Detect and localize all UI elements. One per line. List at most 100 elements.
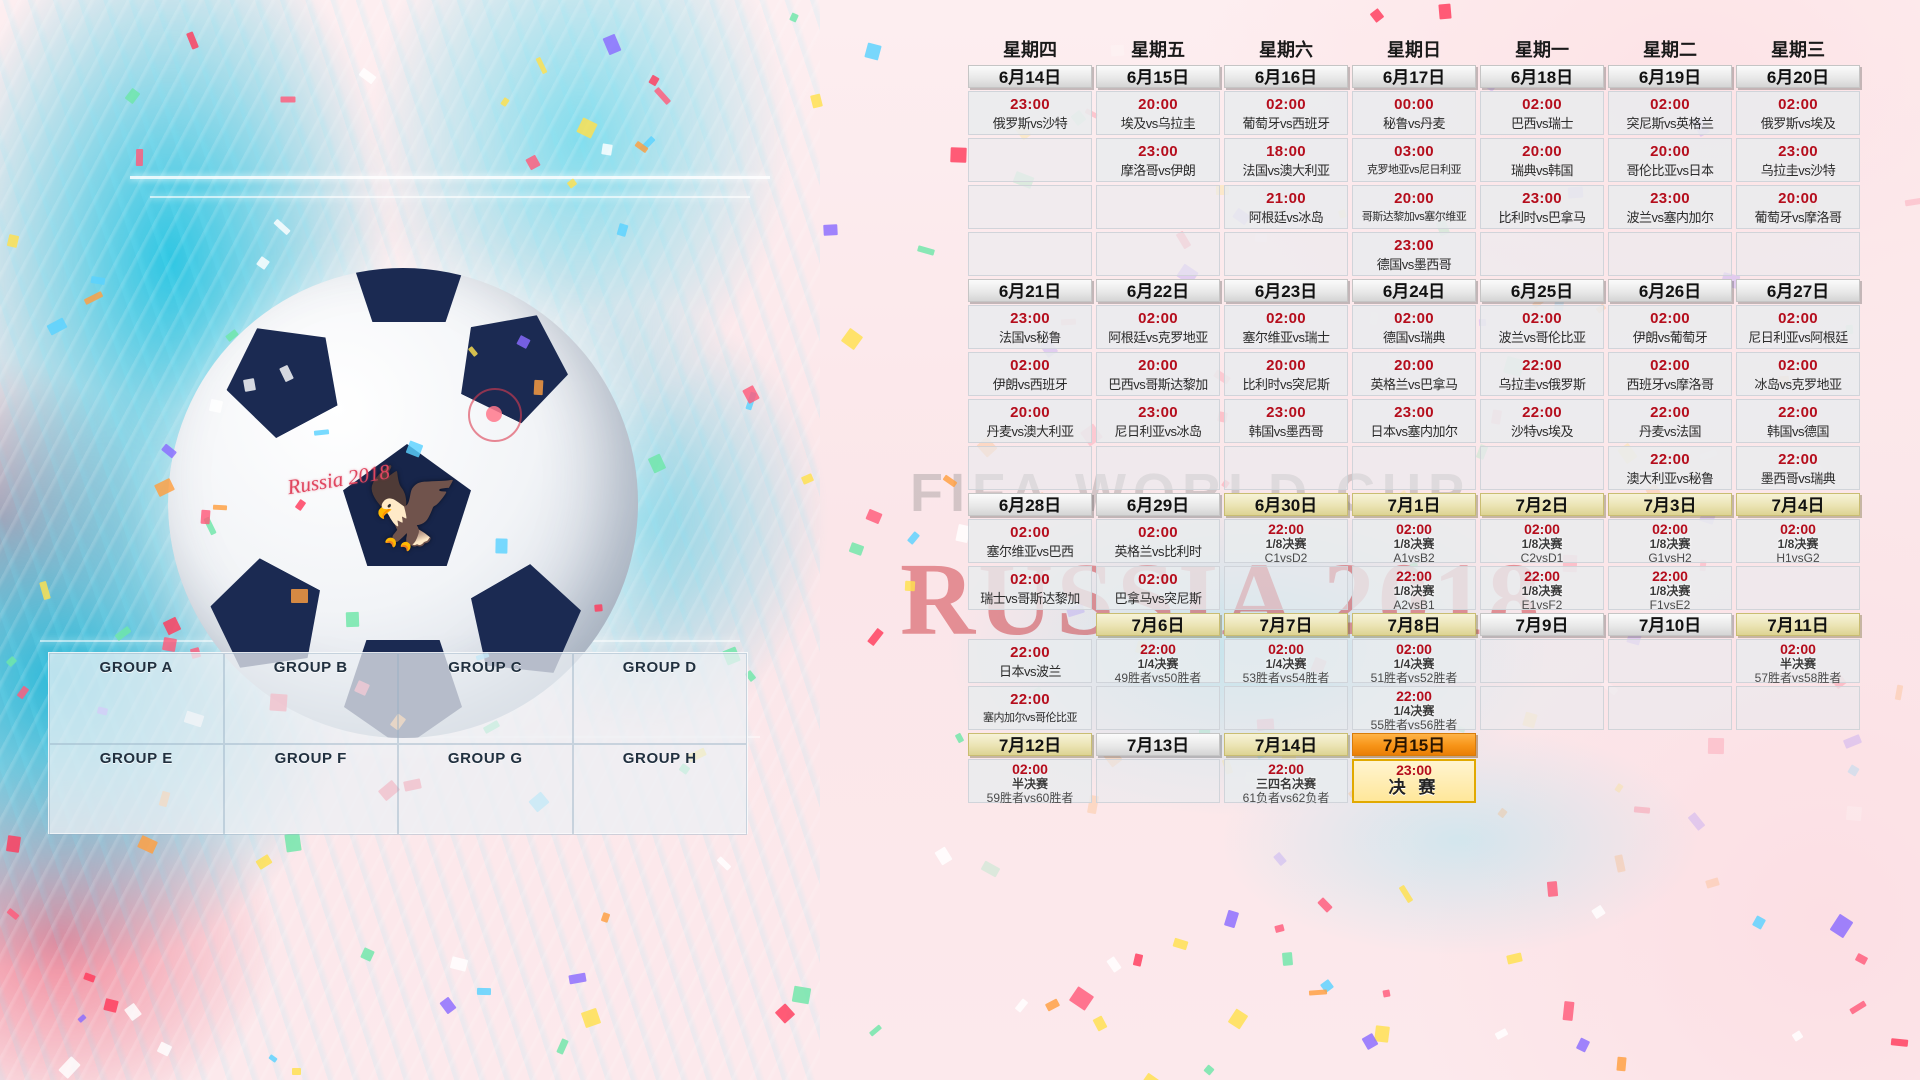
group-match-cell[interactable]: 23:00 尼日利亚vs冰岛 (1096, 399, 1220, 443)
date-cell[interactable]: 7月1日 (1352, 493, 1476, 516)
knockout-match-cell[interactable]: 22:00 1/4决赛 49胜者vs50胜者 (1096, 639, 1220, 685)
group-box-group-c[interactable]: GROUP C (398, 653, 573, 744)
knockout-match-cell[interactable]: 02:00 1/4决赛 53胜者vs54胜者 (1224, 639, 1348, 685)
date-cell[interactable]: 6月21日 (968, 279, 1092, 302)
date-cell[interactable]: 6月25日 (1480, 279, 1604, 302)
group-match-cell[interactable]: 22:00 塞内加尔vs哥伦比亚 (968, 686, 1092, 730)
group-match-cell[interactable]: 20:00 丹麦vs澳大利亚 (968, 399, 1092, 443)
group-match-cell[interactable]: 02:00 塞尔维亚vs巴西 (968, 519, 1092, 563)
group-match-cell[interactable]: 18:00 法国vs澳大利亚 (1224, 138, 1348, 182)
group-match-cell[interactable]: 23:00 俄罗斯vs沙特 (968, 91, 1092, 135)
group-match-cell[interactable]: 22:00 沙特vs埃及 (1480, 399, 1604, 443)
group-match-cell[interactable]: 02:00 西班牙vs摩洛哥 (1608, 352, 1732, 396)
date-cell[interactable]: 7月9日 (1480, 613, 1604, 636)
group-match-cell[interactable]: 20:00 埃及vs乌拉圭 (1096, 91, 1220, 135)
date-cell[interactable]: 7月13日 (1096, 733, 1220, 756)
group-match-cell[interactable]: 20:00 哥伦比亚vs日本 (1608, 138, 1732, 182)
group-box-group-h[interactable]: GROUP H (572, 744, 747, 835)
group-box-group-g[interactable]: GROUP G (398, 744, 573, 835)
knockout-match-cell[interactable]: 02:00 1/8决赛 H1vsG2 (1736, 519, 1860, 565)
date-cell[interactable]: 6月15日 (1096, 65, 1220, 88)
knockout-match-cell[interactable]: 02:00 1/8决赛 G1vsH2 (1608, 519, 1732, 565)
date-cell[interactable]: 6月14日 (968, 65, 1092, 88)
group-match-cell[interactable]: 20:00 比利时vs突尼斯 (1224, 352, 1348, 396)
group-match-cell[interactable]: 22:00 澳大利亚vs秘鲁 (1608, 446, 1732, 490)
group-match-cell[interactable]: 23:00 乌拉圭vs沙特 (1736, 138, 1860, 182)
date-cell[interactable]: 6月27日 (1736, 279, 1860, 302)
group-match-cell[interactable]: 23:00 韩国vs墨西哥 (1224, 399, 1348, 443)
date-cell[interactable]: 6月18日 (1480, 65, 1604, 88)
group-match-cell[interactable]: 00:00 秘鲁vs丹麦 (1352, 91, 1476, 135)
group-match-cell[interactable]: 23:00 法国vs秘鲁 (968, 305, 1092, 349)
date-cell[interactable]: 6月17日 (1352, 65, 1476, 88)
knockout-match-cell[interactable]: 22:00 1/4决赛 55胜者vs56胜者 (1352, 686, 1476, 732)
group-match-cell[interactable]: 03:00 克罗地亚vs尼日利亚 (1352, 138, 1476, 182)
knockout-match-cell[interactable]: 22:00 三四名决赛 61负者vs62负者 (1224, 759, 1348, 805)
group-match-cell[interactable]: 02:00 俄罗斯vs埃及 (1736, 91, 1860, 135)
group-match-cell[interactable]: 02:00 葡萄牙vs西班牙 (1224, 91, 1348, 135)
date-cell[interactable]: 6月30日 (1224, 493, 1348, 516)
group-match-cell[interactable]: 20:00 哥斯达黎加vs塞尔维亚 (1352, 185, 1476, 229)
knockout-match-cell[interactable]: 02:00 半决赛 59胜者vs60胜者 (968, 759, 1092, 805)
date-cell[interactable]: 6月22日 (1096, 279, 1220, 302)
group-match-cell[interactable]: 22:00 韩国vs德国 (1736, 399, 1860, 443)
date-cell[interactable]: 6月24日 (1352, 279, 1476, 302)
group-match-cell[interactable]: 23:00 比利时vs巴拿马 (1480, 185, 1604, 229)
knockout-match-cell[interactable]: 22:00 1/8决赛 F1vsE2 (1608, 566, 1732, 612)
group-box-group-b[interactable]: GROUP B (223, 653, 398, 744)
group-match-cell[interactable]: 22:00 乌拉圭vs俄罗斯 (1480, 352, 1604, 396)
date-cell[interactable]: 7月11日 (1736, 613, 1860, 636)
knockout-match-cell[interactable]: 22:00 1/8决赛 C1vsD2 (1224, 519, 1348, 565)
group-match-cell[interactable]: 21:00 阿根廷vs冰岛 (1224, 185, 1348, 229)
group-match-cell[interactable]: 02:00 突尼斯vs英格兰 (1608, 91, 1732, 135)
group-match-cell[interactable]: 02:00 阿根廷vs克罗地亚 (1096, 305, 1220, 349)
group-match-cell[interactable]: 02:00 巴西vs瑞士 (1480, 91, 1604, 135)
group-box-group-f[interactable]: GROUP F (223, 744, 398, 835)
knockout-match-cell[interactable]: 22:00 1/8决赛 E1vsF2 (1480, 566, 1604, 612)
date-cell[interactable]: 7月12日 (968, 733, 1092, 756)
group-box-group-e[interactable]: GROUP E (49, 744, 224, 835)
date-cell[interactable]: 6月29日 (1096, 493, 1220, 516)
group-match-cell[interactable]: 20:00 瑞典vs韩国 (1480, 138, 1604, 182)
group-match-cell[interactable]: 23:00 波兰vs塞内加尔 (1608, 185, 1732, 229)
group-match-cell[interactable]: 23:00 摩洛哥vs伊朗 (1096, 138, 1220, 182)
date-cell[interactable]: 7月4日 (1736, 493, 1860, 516)
group-match-cell[interactable]: 02:00 冰岛vs克罗地亚 (1736, 352, 1860, 396)
group-match-cell[interactable]: 22:00 丹麦vs法国 (1608, 399, 1732, 443)
knockout-match-cell[interactable]: 02:00 1/4决赛 51胜者vs52胜者 (1352, 639, 1476, 685)
date-cell[interactable]: 6月16日 (1224, 65, 1348, 88)
date-cell[interactable]: 6月28日 (968, 493, 1092, 516)
group-match-cell[interactable]: 20:00 葡萄牙vs摩洛哥 (1736, 185, 1860, 229)
group-match-cell[interactable]: 02:00 尼日利亚vs阿根廷 (1736, 305, 1860, 349)
group-match-cell[interactable]: 02:00 德国vs瑞典 (1352, 305, 1476, 349)
group-match-cell[interactable]: 20:00 英格兰vs巴拿马 (1352, 352, 1476, 396)
date-cell[interactable]: 6月20日 (1736, 65, 1860, 88)
knockout-match-cell[interactable]: 22:00 1/8决赛 A2vsB1 (1352, 566, 1476, 612)
date-cell[interactable]: 7月15日 (1352, 733, 1476, 756)
date-cell[interactable]: 7月2日 (1480, 493, 1604, 516)
date-cell[interactable]: 7月7日 (1224, 613, 1348, 636)
group-match-cell[interactable]: 02:00 英格兰vs比利时 (1096, 519, 1220, 563)
knockout-match-cell[interactable]: 02:00 1/8决赛 A1vsB2 (1352, 519, 1476, 565)
group-match-cell[interactable]: 20:00 巴西vs哥斯达黎加 (1096, 352, 1220, 396)
date-cell[interactable]: 7月8日 (1352, 613, 1476, 636)
date-cell[interactable]: 6月23日 (1224, 279, 1348, 302)
date-cell[interactable]: 7月14日 (1224, 733, 1348, 756)
group-match-cell[interactable]: 02:00 伊朗vs葡萄牙 (1608, 305, 1732, 349)
group-match-cell[interactable]: 02:00 塞尔维亚vs瑞士 (1224, 305, 1348, 349)
group-match-cell[interactable]: 23:00 德国vs墨西哥 (1352, 232, 1476, 276)
group-match-cell[interactable]: 23:00 日本vs塞内加尔 (1352, 399, 1476, 443)
group-match-cell[interactable]: 22:00 日本vs波兰 (968, 639, 1092, 683)
date-cell[interactable]: 6月26日 (1608, 279, 1732, 302)
date-cell[interactable]: 7月3日 (1608, 493, 1732, 516)
final-match-cell[interactable]: 23:00 决 赛 (1352, 759, 1476, 803)
group-match-cell[interactable]: 02:00 瑞士vs哥斯达黎加 (968, 566, 1092, 610)
date-cell[interactable]: 7月10日 (1608, 613, 1732, 636)
date-cell[interactable]: 7月6日 (1096, 613, 1220, 636)
date-cell[interactable]: 6月19日 (1608, 65, 1732, 88)
group-match-cell[interactable]: 22:00 墨西哥vs瑞典 (1736, 446, 1860, 490)
group-box-group-d[interactable]: GROUP D (572, 653, 747, 744)
knockout-match-cell[interactable]: 02:00 1/8决赛 C2vsD1 (1480, 519, 1604, 565)
group-match-cell[interactable]: 02:00 伊朗vs西班牙 (968, 352, 1092, 396)
group-box-group-a[interactable]: GROUP A (49, 653, 224, 744)
